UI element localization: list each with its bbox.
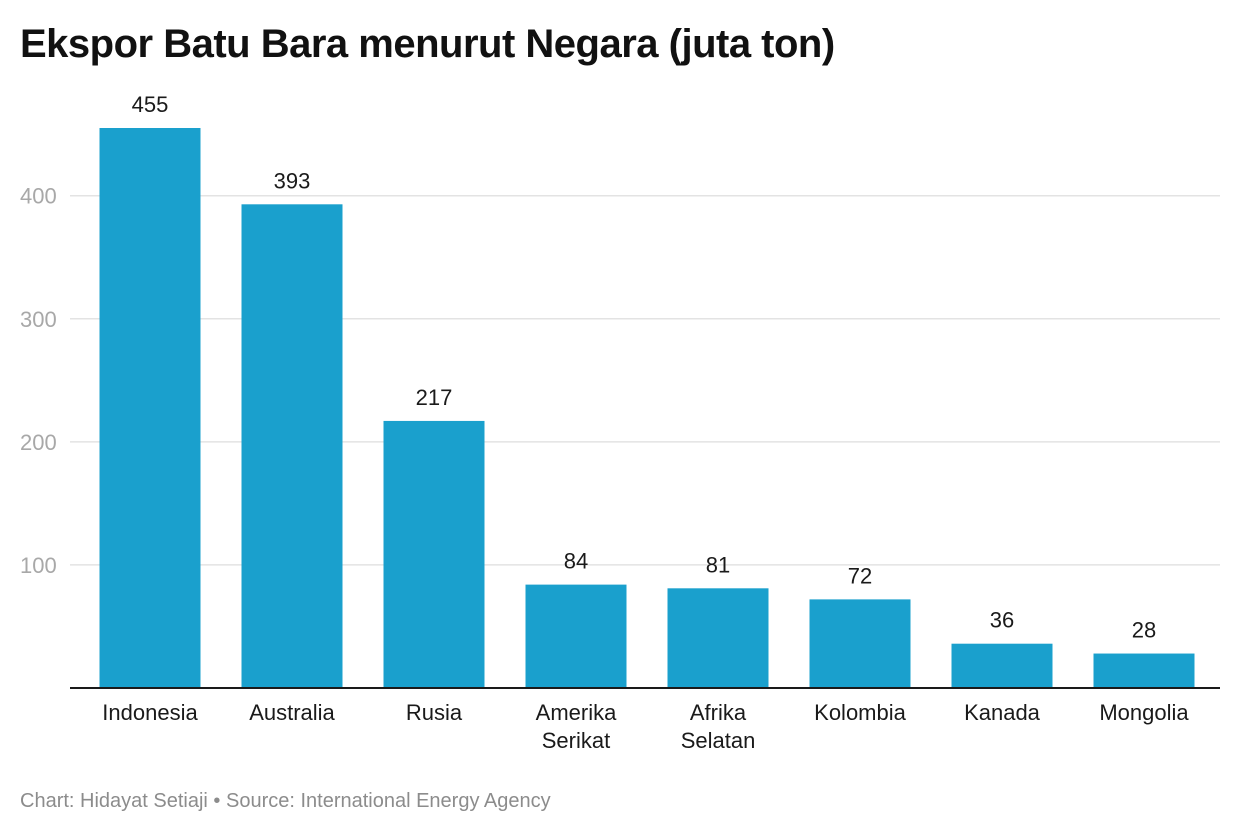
bars — [99, 128, 1195, 689]
chart-title: Ekspor Batu Bara menurut Negara (juta to… — [20, 22, 835, 66]
x-tick-label-line: Mongolia — [1099, 700, 1189, 725]
data-label: 217 — [416, 385, 453, 410]
x-tick-label-line: Australia — [249, 700, 335, 725]
x-tick-label: Afrika Selatan — [681, 700, 756, 753]
x-tick-label-line: Rusia — [406, 700, 463, 725]
y-tick-label: 200 — [20, 430, 57, 455]
x-tick-label-line: Selatan — [681, 728, 756, 753]
bar — [667, 588, 769, 688]
data-label: 455 — [132, 92, 169, 117]
x-tick-label: Australia — [249, 700, 335, 725]
data-label: 72 — [848, 563, 872, 588]
x-tick-label: Kanada — [964, 700, 1041, 725]
bar — [241, 204, 343, 689]
bar — [809, 599, 911, 688]
x-tick-label: Mongolia — [1099, 700, 1189, 725]
data-label: 393 — [274, 168, 311, 193]
y-tick-label: 100 — [20, 553, 57, 578]
value-labels: 455 393 217 84 81 72 36 28 — [132, 92, 1157, 643]
x-tick-label: Rusia — [406, 700, 463, 725]
bar — [99, 128, 201, 688]
category-labels: Indonesia Australia Rusia Amerika Serikat Afr… — [102, 700, 1189, 753]
bar — [1093, 653, 1195, 688]
chart-source-credit: Chart: Hidayat Setiaji • Source: Interna… — [20, 790, 551, 812]
bar — [951, 643, 1053, 688]
bar — [383, 420, 485, 688]
x-tick-label-line: Serikat — [542, 728, 610, 753]
x-tick-label-line: Kolombia — [814, 700, 906, 725]
y-tick-label: 300 — [20, 307, 57, 332]
y-tick-label: 400 — [20, 184, 57, 209]
bar — [525, 584, 627, 688]
data-label: 28 — [1132, 618, 1156, 643]
x-tick-label-line: Afrika — [690, 700, 747, 725]
y-axis-ticks: 100 200 300 400 — [20, 184, 57, 578]
x-tick-label-line: Kanada — [964, 700, 1041, 725]
data-label: 84 — [564, 549, 588, 574]
x-tick-label-line: Indonesia — [102, 700, 198, 725]
x-tick-label: Indonesia — [102, 700, 198, 725]
data-label: 36 — [990, 608, 1014, 633]
x-tick-label-line: Amerika — [536, 700, 617, 725]
x-tick-label: Kolombia — [814, 700, 906, 725]
x-tick-label: Amerika Serikat — [536, 700, 617, 753]
data-label: 81 — [706, 552, 730, 577]
